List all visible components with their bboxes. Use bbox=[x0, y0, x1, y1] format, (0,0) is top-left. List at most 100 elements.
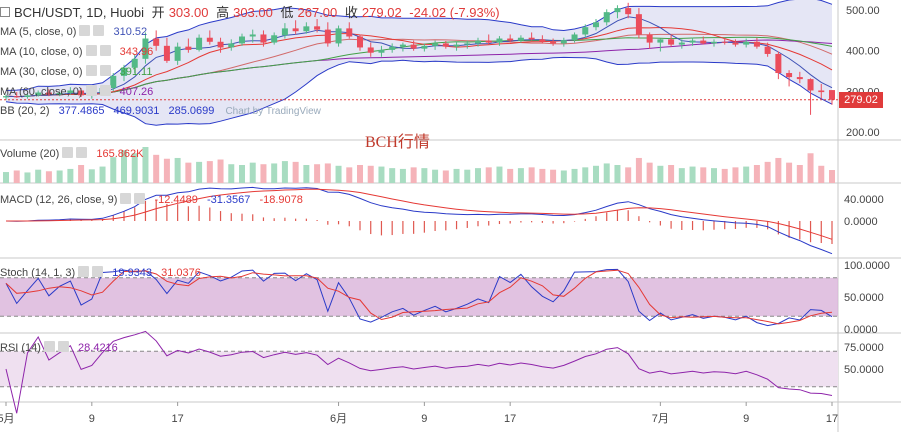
settings-icon[interactable] bbox=[62, 147, 74, 158]
volume-bar bbox=[593, 165, 599, 183]
macd-hist-value: -12.4489 bbox=[154, 194, 198, 206]
close-icon[interactable] bbox=[99, 65, 111, 76]
settings-icon[interactable] bbox=[85, 45, 97, 56]
close-icon[interactable] bbox=[99, 85, 111, 96]
close-icon[interactable] bbox=[134, 193, 146, 204]
volume-bar bbox=[163, 158, 170, 183]
candle-body bbox=[174, 46, 181, 61]
volume-bar bbox=[35, 169, 42, 183]
candle-body bbox=[753, 41, 760, 47]
volume-bar bbox=[475, 168, 481, 183]
open-label: 开 bbox=[151, 5, 165, 20]
candle-body bbox=[196, 37, 203, 50]
legend-ma5[interactable]: MA (5, close, 0) 310.52 bbox=[0, 25, 147, 38]
bb-label: BB (20, 2) bbox=[0, 105, 50, 117]
volume-bar bbox=[678, 168, 685, 183]
candle-body bbox=[281, 28, 288, 36]
volume-bar bbox=[796, 165, 803, 183]
price-tick-label: 400.00 bbox=[846, 46, 880, 58]
rsi-line bbox=[5, 330, 833, 414]
candle-body bbox=[432, 43, 439, 46]
candle-body bbox=[775, 53, 782, 74]
candle-body bbox=[668, 39, 675, 45]
volume-bar bbox=[625, 167, 632, 183]
x-tick-label: 17 bbox=[826, 413, 838, 425]
candle-body bbox=[614, 8, 621, 13]
volume-bar bbox=[421, 168, 428, 183]
rsi-band-fill bbox=[0, 351, 838, 387]
close-icon[interactable] bbox=[93, 25, 105, 36]
settings-icon[interactable] bbox=[43, 341, 55, 352]
candle-body bbox=[249, 34, 256, 37]
volume-bar bbox=[67, 168, 74, 183]
candle-body bbox=[185, 46, 192, 50]
settings-icon[interactable] bbox=[78, 266, 90, 277]
volume-bar bbox=[56, 170, 63, 183]
legend-rsi[interactable]: RSI (14) 28.4216 bbox=[0, 341, 118, 354]
open-value: 303.00 bbox=[168, 5, 209, 20]
candle-body bbox=[657, 39, 664, 43]
high-label: 高 bbox=[216, 5, 230, 20]
legend-ma30[interactable]: MA (30, close, 0) 391.11 bbox=[0, 65, 152, 78]
high-value: 303.00 bbox=[233, 5, 273, 20]
candle-body bbox=[625, 8, 632, 15]
volume-bar bbox=[732, 167, 739, 183]
settings-icon[interactable] bbox=[85, 65, 97, 76]
ma30-line bbox=[5, 36, 833, 98]
low-value: 267.00 bbox=[297, 5, 338, 20]
volume-bar bbox=[3, 172, 9, 183]
volume-bar bbox=[571, 168, 578, 183]
candle-body bbox=[206, 37, 213, 42]
ma60-value: 407.26 bbox=[119, 86, 154, 98]
x-tick-label: 9 bbox=[421, 413, 427, 425]
close-icon[interactable] bbox=[76, 147, 88, 158]
candle-body bbox=[818, 90, 825, 93]
legend-volume[interactable]: Volume (20) 165.862K bbox=[0, 147, 143, 160]
volume-bar bbox=[99, 166, 106, 183]
legend-ma60[interactable]: MA (60, close, 0) 407.26 bbox=[0, 85, 153, 98]
candle-body bbox=[593, 22, 599, 28]
ma5-label: MA (5, close, 0) bbox=[0, 26, 77, 38]
legend-bb[interactable]: BB (20, 2) 377.4865 469.9031 285.0699 Ch… bbox=[0, 105, 321, 117]
settings-icon[interactable] bbox=[120, 193, 132, 204]
candle-body bbox=[732, 42, 739, 45]
volume-bar bbox=[711, 168, 717, 183]
volume-bar bbox=[153, 154, 160, 183]
rsi-label: RSI (14) bbox=[0, 342, 41, 354]
volume-bar bbox=[88, 169, 95, 183]
candle-body bbox=[807, 79, 814, 91]
volume-bar bbox=[453, 168, 460, 183]
legend-macd[interactable]: MACD (12, 26, close, 9) -12.4489 -31.356… bbox=[0, 193, 303, 206]
legend-stoch[interactable]: Stoch (14, 1, 3) 19.9343 31.0376 bbox=[0, 266, 201, 279]
candle-body bbox=[539, 39, 546, 42]
candle-body bbox=[324, 29, 331, 44]
settings-icon[interactable] bbox=[85, 85, 97, 96]
volume-bar bbox=[217, 159, 224, 183]
settings-icon[interactable] bbox=[79, 25, 91, 36]
collapse-icon[interactable] bbox=[0, 7, 10, 17]
candle-body bbox=[421, 45, 428, 49]
legend-ma10[interactable]: MA (10, close, 0) 343.96 bbox=[0, 45, 153, 58]
close-icon[interactable] bbox=[92, 266, 104, 277]
candle-body bbox=[646, 34, 653, 43]
candle-body bbox=[786, 73, 793, 78]
close-icon[interactable] bbox=[99, 45, 111, 56]
volume-bar bbox=[528, 167, 535, 183]
stoch-d-line bbox=[5, 269, 833, 325]
volume-bar bbox=[324, 163, 331, 183]
candle-body bbox=[367, 47, 374, 53]
volume-bar bbox=[603, 163, 610, 183]
volume-bar bbox=[496, 166, 503, 183]
volume-bar bbox=[614, 165, 621, 183]
candle-body bbox=[260, 34, 267, 43]
volume-bar bbox=[260, 164, 267, 183]
candle-body bbox=[142, 38, 149, 59]
tradingview-logo[interactable]: Chart by TradingView bbox=[225, 106, 321, 117]
close-value: 279.02 bbox=[361, 5, 402, 20]
volume-bar bbox=[507, 168, 514, 183]
close-icon[interactable] bbox=[57, 341, 69, 352]
candle-body bbox=[153, 38, 160, 46]
volume-bar bbox=[657, 165, 664, 183]
